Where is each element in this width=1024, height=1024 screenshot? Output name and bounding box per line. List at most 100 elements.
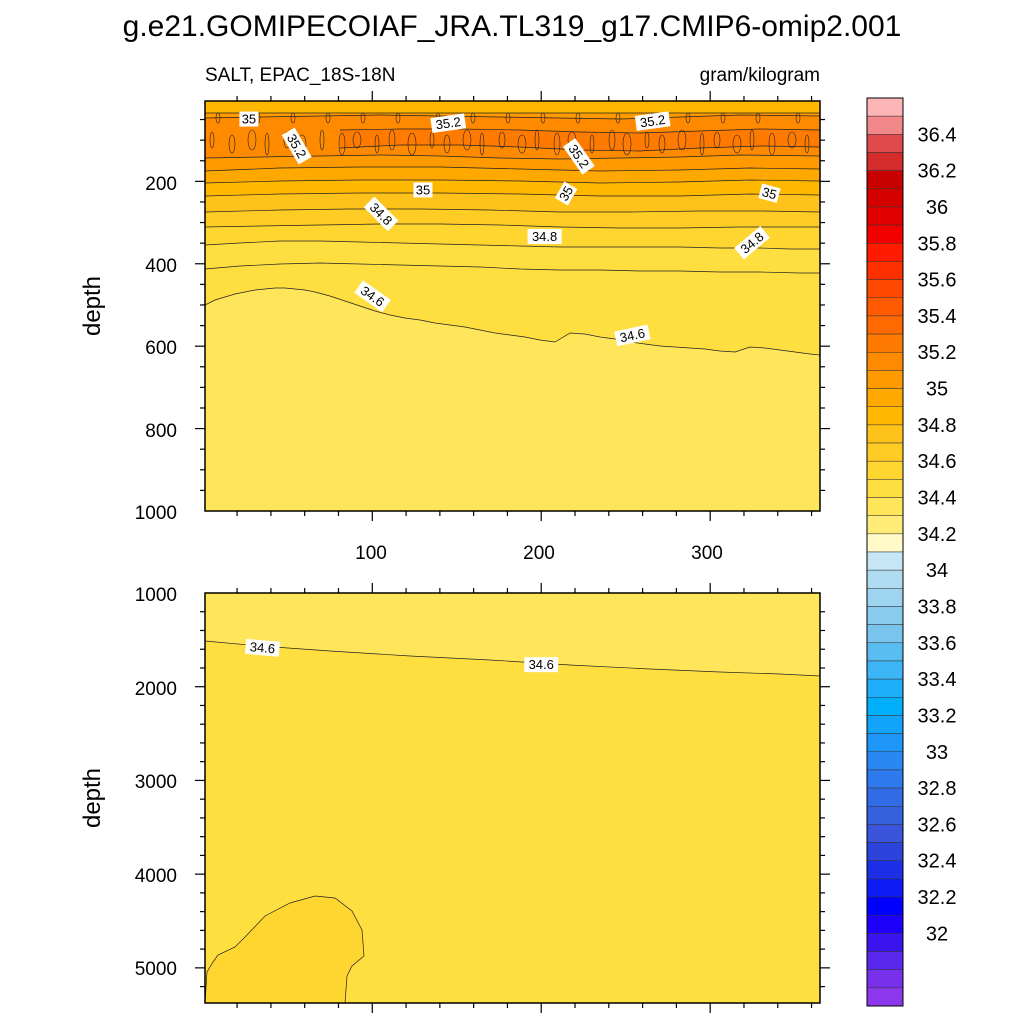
upper-tick-marks — [195, 91, 830, 521]
eddy-contour — [395, 112, 401, 124]
contour-label: 35.2 — [634, 111, 671, 131]
colorbar-box — [866, 533, 904, 553]
contour-label-text: 35.2 — [639, 112, 666, 130]
eddy-contour — [517, 134, 527, 154]
colorbar-box — [866, 406, 904, 426]
contour-label: 34.6 — [614, 324, 651, 347]
colorbar-box — [866, 951, 904, 970]
colorbar-box — [866, 751, 904, 771]
upper-small-eddies — [209, 112, 810, 156]
contour-34.9 — [205, 223, 820, 229]
eddy-contour — [720, 112, 726, 124]
colorbar-box — [866, 442, 904, 462]
lower-contour-labels: 34.6 34.6 — [244, 638, 559, 673]
colorbar-label: 32.4 — [918, 851, 957, 873]
colorbar-box — [866, 333, 904, 353]
lower-ytick-2000: 2000 — [135, 679, 177, 700]
colorbar-box — [866, 842, 904, 861]
upper-ytick-400: 400 — [145, 256, 177, 277]
colorbar-box — [866, 769, 904, 789]
colorbar-box — [866, 697, 904, 716]
upper-ylabel: depth — [79, 276, 106, 336]
colorbar-box — [866, 97, 904, 117]
eddy-contour — [553, 132, 561, 156]
upper-ytick-800: 800 — [145, 421, 177, 442]
colorbar-box — [866, 297, 904, 317]
contour-34.6 — [205, 287, 820, 356]
upper-xtick-100: 100 — [355, 543, 387, 564]
eddy-contour — [804, 134, 810, 154]
colorbar-label: 33.6 — [918, 633, 957, 655]
fill-near-surface — [205, 101, 820, 113]
colorbar-box — [866, 388, 904, 407]
colorbar-box — [866, 515, 904, 535]
colorbar-label: 32 — [926, 923, 948, 945]
contour-35.2-upper — [205, 114, 820, 120]
colorbar-box — [866, 479, 904, 498]
eddy-contour — [575, 112, 581, 124]
eddy-contour — [608, 129, 616, 151]
colorbar-label: 34.6 — [918, 451, 957, 473]
eddy-contour — [589, 134, 595, 154]
eddy-contour — [658, 134, 666, 154]
eddy-contour — [443, 134, 451, 154]
contour-label: 35 — [554, 181, 578, 206]
eddy-contour — [732, 134, 742, 154]
lower-panel: 34.6 34.6 1000 2000 3000 4000 5000 depth — [79, 583, 830, 1013]
colorbar-box — [866, 351, 904, 371]
contour-label: 34.6 — [524, 657, 559, 673]
colorbar-box — [866, 642, 904, 662]
upper-left-string: SALT, EPAC_18S-18N — [205, 65, 395, 86]
upper-panel: SALT, EPAC_18S-18N gram/kilogram — [79, 65, 830, 564]
colorbar-label: 35.4 — [918, 306, 957, 328]
colorbar-box — [866, 315, 904, 335]
upper-ytick-600: 600 — [145, 338, 177, 359]
colorbar-box — [866, 497, 904, 516]
colorbar-label: 36 — [926, 197, 948, 219]
eddy-contour — [677, 129, 687, 151]
eddy-contour — [462, 129, 472, 151]
contour-label-text: 34.6 — [249, 639, 276, 656]
lower-ytick-1000: 1000 — [135, 585, 177, 606]
eddy-contour — [622, 132, 632, 156]
colorbar-box — [866, 134, 904, 153]
colorbar-box — [866, 188, 904, 208]
eddy-contour — [247, 129, 257, 151]
contour-label: 35 — [758, 183, 781, 203]
colorbar-box — [866, 115, 904, 135]
lower-tick-marks — [195, 583, 830, 1013]
colorbar-label: 33.8 — [918, 596, 957, 618]
eddy-contour — [540, 112, 546, 124]
eddy-contour — [498, 131, 506, 149]
eddy-contour — [685, 112, 691, 124]
contour-label-text: 35.2 — [435, 114, 462, 132]
colorbar: 36.4 36.2 36 35.8 35.6 35.4 35.2 35 34.8 34.6 34.4… — [866, 97, 957, 1007]
upper-ytick-1000: 1000 — [135, 503, 177, 524]
colorbar-box — [866, 896, 904, 916]
colorbar-label: 36.4 — [918, 124, 957, 146]
fill-deep-34.5-34.55 — [205, 896, 364, 1003]
eddy-contour — [228, 134, 236, 154]
contour-34.55-deep — [205, 895, 365, 1003]
colorbar-box — [866, 733, 904, 753]
contour-35.1 — [205, 179, 820, 184]
lower-ytick-4000: 4000 — [135, 866, 177, 887]
colorbar-box — [866, 624, 904, 644]
contour-label-text: 35 — [556, 183, 576, 203]
colorbar-box — [866, 805, 904, 825]
colorbar-box — [866, 569, 904, 589]
colorbar-box — [866, 914, 904, 934]
contour-label-text: 35 — [242, 112, 256, 127]
eddy-contour — [325, 112, 331, 124]
contour-35.0 — [205, 208, 820, 213]
colorbar-box — [866, 715, 904, 734]
colorbar-box — [866, 987, 904, 1007]
eddy-contour — [209, 131, 215, 149]
colorbar-box — [866, 460, 904, 480]
eddy-contour — [644, 131, 650, 149]
colorbar-frame — [866, 97, 904, 1007]
colorbar-label: 35.2 — [918, 342, 957, 364]
contour-label-text: 34.6 — [529, 657, 554, 672]
eddy-contour — [264, 132, 270, 156]
eddy-contour — [290, 112, 296, 124]
